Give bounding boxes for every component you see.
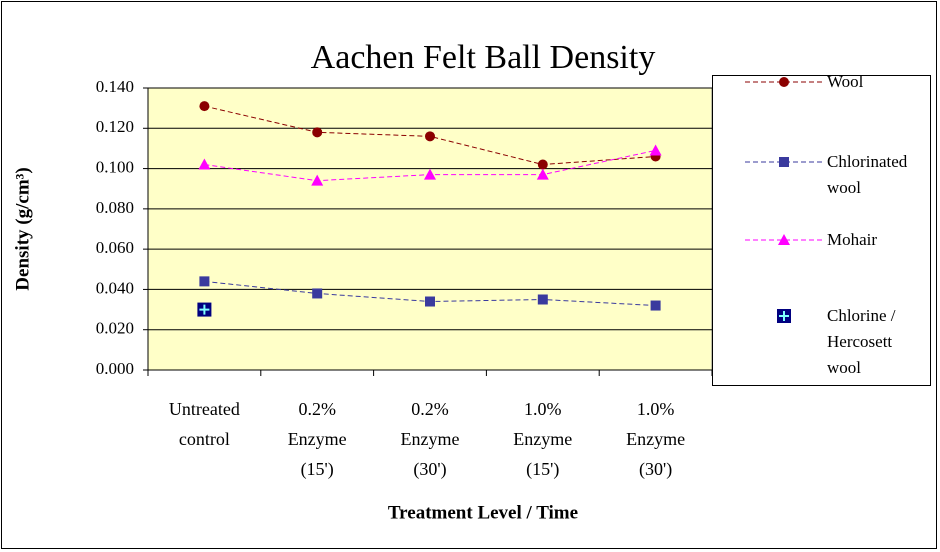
legend-label: Wool — [827, 72, 864, 91]
y-axis-title: Density (g/cm³) — [12, 167, 33, 290]
y-tick-label: 0.140 — [96, 77, 134, 96]
marker — [425, 296, 435, 307]
marker-shape — [311, 174, 324, 186]
marker — [198, 158, 211, 170]
y-tick-label: 0.100 — [96, 157, 134, 176]
marker-cross — [779, 311, 789, 321]
marker — [649, 144, 662, 156]
marker — [777, 309, 791, 323]
legend-label: Chlorine / Hercosett wool — [827, 306, 896, 377]
y-tick-label: 0.040 — [96, 278, 134, 297]
y-tick-label: 0.000 — [96, 359, 134, 378]
marker — [650, 300, 661, 311]
marker-shape — [312, 288, 323, 299]
y-tick-label: 0.120 — [96, 117, 134, 136]
marker — [424, 168, 436, 180]
marker — [537, 159, 548, 170]
marker — [778, 234, 790, 245]
marker — [779, 157, 789, 167]
marker — [312, 288, 323, 299]
marker-shape — [425, 131, 435, 142]
plot-area — [147, 87, 713, 371]
x-tick-label: 0.2% Enzyme (30') — [400, 399, 460, 479]
marker — [199, 101, 210, 112]
x-tick-label: Untreated control — [168, 399, 240, 449]
marker-shape — [312, 127, 323, 138]
legend-box — [712, 75, 931, 386]
x-tick-label: 0.2% Enzyme (15') — [287, 399, 347, 479]
marker-shape — [425, 296, 435, 307]
marker — [197, 302, 212, 317]
marker — [312, 127, 323, 138]
x-tick-label: 1.0% Enzyme (15') — [513, 399, 573, 479]
marker-shape — [779, 157, 789, 167]
y-tick-label: 0.080 — [96, 198, 134, 217]
marker-shape — [778, 234, 790, 245]
x-axis-title: Treatment Level / Time — [388, 502, 578, 523]
marker-shape — [424, 168, 436, 180]
chart-title: Aachen Felt Ball Density — [311, 39, 656, 76]
marker-shape — [537, 294, 548, 305]
marker — [537, 294, 548, 305]
legend-label: Chlorinated wool — [827, 152, 908, 197]
marker — [779, 77, 789, 87]
marker — [425, 131, 435, 142]
marker-shape — [199, 276, 210, 287]
marker-shape — [537, 159, 548, 170]
x-tick-label: 1.0% Enzyme (30') — [626, 399, 686, 479]
marker-shape — [649, 144, 662, 156]
y-tick-label: 0.020 — [96, 319, 134, 338]
marker-shape — [650, 300, 661, 311]
legend-label: Mohair — [827, 230, 878, 249]
marker-shape — [536, 168, 549, 180]
marker — [536, 168, 549, 180]
marker-shape — [199, 101, 210, 112]
marker-cross — [199, 304, 210, 315]
y-tick-label: 0.060 — [96, 238, 134, 257]
marker — [199, 276, 210, 287]
marker — [311, 174, 324, 186]
marker-shape — [779, 77, 789, 87]
marker-shape — [198, 158, 211, 170]
